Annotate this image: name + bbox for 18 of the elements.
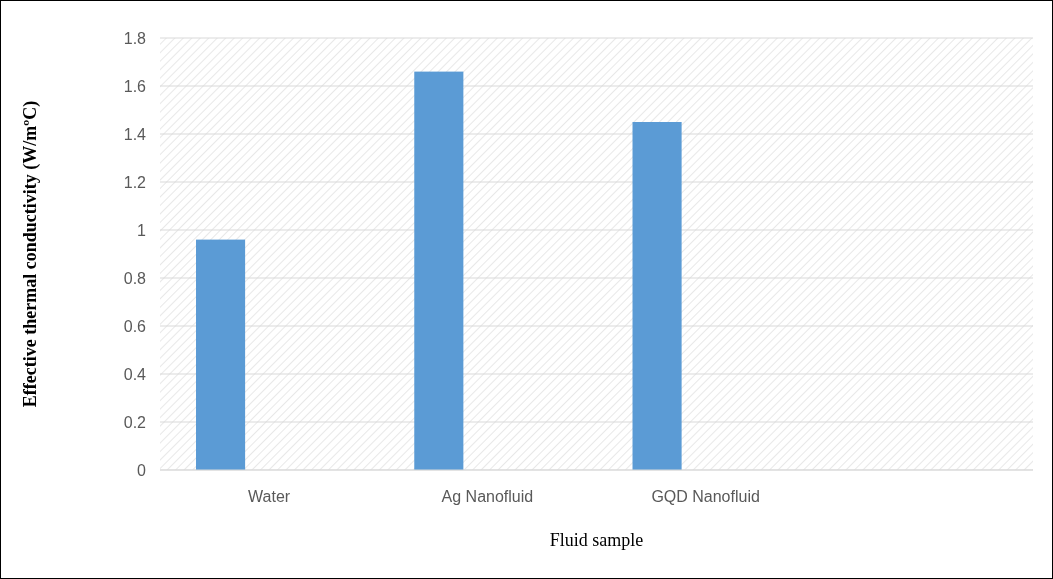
y-tick-label: 1.2 (123, 173, 147, 191)
y-tick-label: 1 (137, 221, 147, 239)
y-tick-label: 1.6 (123, 77, 147, 95)
bar (414, 71, 464, 470)
bar (196, 239, 246, 470)
y-tick-label: 1.4 (123, 125, 147, 143)
x-axis-title: Fluid sample (549, 530, 644, 550)
x-tick-label: Ag Nanofluid (441, 488, 534, 505)
y-tick-label: 1.8 (123, 29, 147, 47)
y-tick-label: 0.6 (123, 317, 147, 335)
y-tick-label: 0.4 (123, 365, 147, 383)
bar (632, 122, 682, 470)
x-tick-label: GQD Nanofluid (651, 488, 760, 505)
x-tick-label: Water (248, 488, 291, 505)
y-tick-label: 0 (137, 461, 147, 479)
y-axis-title: Effective thermal conductivity (W/mºC) (20, 100, 41, 408)
y-tick-label: 0.8 (123, 269, 147, 287)
y-tick-label: 0.2 (123, 413, 147, 431)
